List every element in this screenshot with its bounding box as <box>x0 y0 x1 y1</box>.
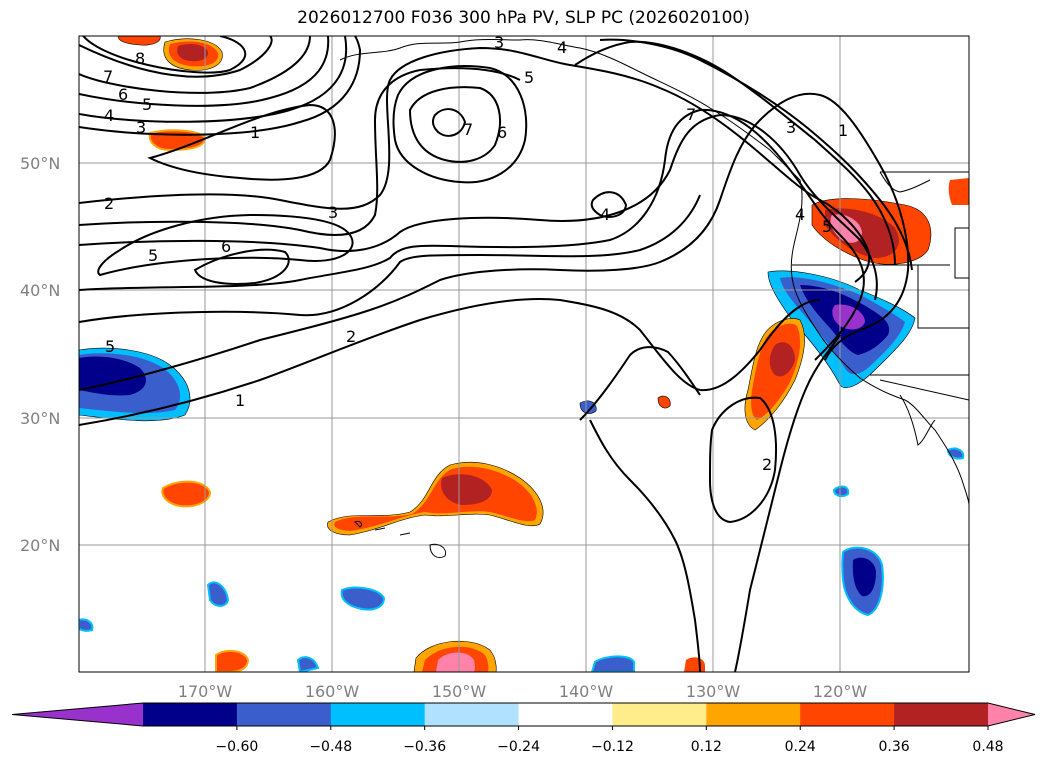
lon-label-160w: 160°W <box>305 682 360 701</box>
contour-label: 5 <box>105 337 115 356</box>
colorbar-tick-label: 0.48 <box>972 739 1003 755</box>
colorbar-bin <box>424 703 520 726</box>
contour-label: 5 <box>524 68 534 87</box>
colorbar-tick-label: −0.24 <box>497 739 540 755</box>
colorbar-tick-label: −0.12 <box>591 739 634 755</box>
contour-label: 3 <box>786 118 796 137</box>
contour-label: 2 <box>104 194 114 213</box>
coastlines <box>339 39 969 506</box>
contour-label: 7 <box>103 67 113 86</box>
lat-label-40n: 40°N <box>20 281 60 300</box>
colorbar-bin <box>706 703 801 726</box>
colorbar-tick-label: 0.12 <box>691 739 722 755</box>
contour-label: 4 <box>600 205 610 224</box>
colorbar-tick-label: −0.60 <box>215 739 258 755</box>
contour-label: 2 <box>346 327 356 346</box>
colorbar-tick-label: 0.24 <box>785 739 816 755</box>
contour-label: 1 <box>235 391 245 410</box>
latitude-labels: 50°N 40°N 30°N 20°N <box>20 154 60 555</box>
contour-label: 5 <box>822 217 832 236</box>
map-frame <box>78 35 970 673</box>
colorbar-bin <box>143 703 238 726</box>
colorbar-bin <box>800 703 895 726</box>
longitude-labels: 170°W 160°W 150°W 140°W 130°W 120°W <box>178 682 868 701</box>
lat-label-50n: 50°N <box>20 154 60 173</box>
contour-label: 2 <box>762 455 772 474</box>
contour-label: 5 <box>148 246 158 265</box>
contour-label: 6 <box>221 237 231 256</box>
contour-label: 7 <box>686 105 696 124</box>
contour-label: 3 <box>328 203 338 222</box>
contour-label: 8 <box>135 49 145 68</box>
lat-label-30n: 30°N <box>20 409 60 428</box>
contour-label: 5 <box>142 95 152 114</box>
slp-contours <box>79 36 913 672</box>
colorbar-outline <box>11 702 1036 727</box>
colorbar-bin <box>612 703 707 726</box>
colorbar-tick-label: −0.48 <box>309 739 352 755</box>
colorbar-tick-label: −0.36 <box>403 739 446 755</box>
contour-label: 4 <box>104 106 114 125</box>
map-title: 2026012700 F036 300 hPa PV, SLP PC (2026… <box>297 8 750 28</box>
lat-label-20n: 20°N <box>20 536 60 555</box>
contour-label: 6 <box>497 123 507 142</box>
contour-label: 6 <box>118 85 128 104</box>
lon-label-120w: 120°W <box>813 682 868 701</box>
contour-label: 7 <box>463 120 473 139</box>
contour-label: 1 <box>838 121 848 140</box>
contour-label: 4 <box>557 38 567 57</box>
contour-label: 3 <box>494 33 504 52</box>
graticule <box>79 36 969 672</box>
lon-label-130w: 130°W <box>686 682 741 701</box>
hawaii-islands <box>354 521 447 559</box>
colorbar-bin <box>518 703 613 726</box>
contour-labels: 8 7 6 5 4 3 1 3 4 5 7 6 4 2 3 5 6 2 1 5 … <box>103 33 848 474</box>
contour-label: 3 <box>136 118 146 137</box>
colorbar-bin <box>236 703 332 726</box>
contour-label: 1 <box>250 123 260 142</box>
colorbar-bin <box>330 703 426 726</box>
colorbar-extend-high <box>988 703 1035 726</box>
contour-label: 4 <box>795 205 805 224</box>
lon-label-140w: 140°W <box>559 682 614 701</box>
lon-label-150w: 150°W <box>432 682 487 701</box>
colorbar-extend-low <box>12 703 143 726</box>
colorbar: −0.60 −0.48 −0.36 −0.24 −0.12 0.12 0.24 0.36 0.4… <box>11 702 1036 755</box>
lon-label-170w: 170°W <box>178 682 233 701</box>
colorbar-bin <box>894 703 989 726</box>
colorbar-tick-label: 0.36 <box>879 739 910 755</box>
